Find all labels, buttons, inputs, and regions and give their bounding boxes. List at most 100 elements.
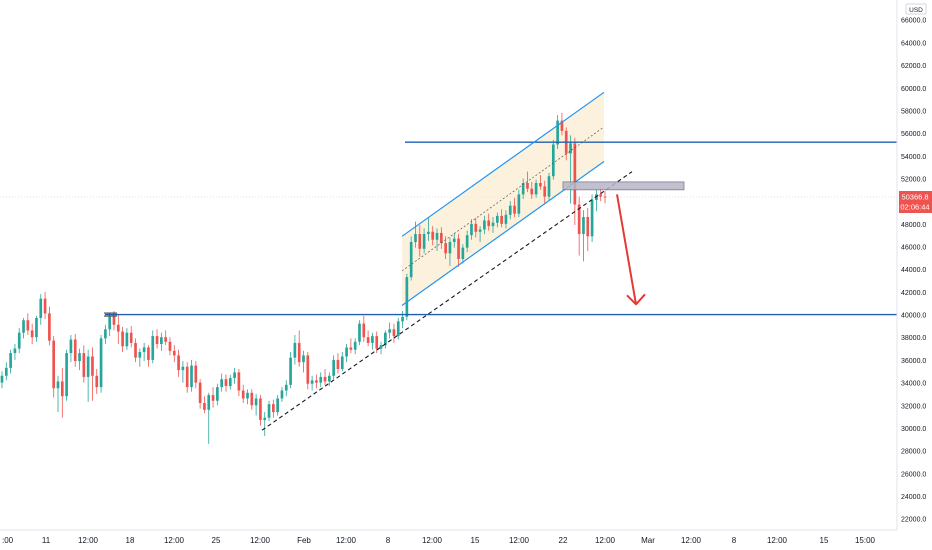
candle[interactable] <box>448 237 452 266</box>
candle[interactable] <box>392 323 396 343</box>
candle[interactable] <box>487 213 491 231</box>
candle[interactable] <box>26 313 30 335</box>
candle[interactable] <box>241 384 245 404</box>
candle[interactable] <box>168 337 172 356</box>
candle[interactable] <box>220 373 223 392</box>
candle[interactable] <box>340 351 344 372</box>
candle[interactable] <box>259 395 262 426</box>
candle[interactable] <box>539 175 542 190</box>
candle[interactable] <box>401 311 404 329</box>
candle[interactable] <box>164 330 168 346</box>
candle[interactable] <box>319 372 323 388</box>
candle[interactable] <box>302 350 305 373</box>
candle[interactable] <box>216 383 219 406</box>
candle[interactable] <box>224 374 228 392</box>
candle[interactable] <box>461 244 465 264</box>
candle[interactable] <box>483 215 486 235</box>
candle[interactable] <box>297 330 301 367</box>
candle[interactable] <box>530 181 534 199</box>
candle[interactable] <box>500 209 503 228</box>
candle[interactable] <box>582 210 585 262</box>
candle[interactable] <box>328 372 331 386</box>
candle[interactable] <box>371 332 374 350</box>
candle[interactable] <box>56 375 60 413</box>
candle[interactable] <box>142 342 146 362</box>
candle[interactable] <box>293 334 297 365</box>
candle[interactable] <box>521 178 525 199</box>
candle[interactable] <box>556 114 559 150</box>
candle[interactable] <box>233 367 236 384</box>
candle[interactable] <box>237 368 241 397</box>
candle[interactable] <box>349 338 353 354</box>
candle[interactable] <box>0 371 4 389</box>
candle[interactable] <box>427 217 430 241</box>
candle[interactable] <box>30 323 34 345</box>
candle[interactable] <box>207 392 211 444</box>
candle[interactable] <box>65 349 68 401</box>
candle[interactable] <box>95 368 99 394</box>
candle[interactable] <box>108 313 112 337</box>
candle[interactable] <box>9 349 12 374</box>
candle[interactable] <box>203 396 206 414</box>
candle[interactable] <box>409 236 413 281</box>
candle[interactable] <box>48 306 51 346</box>
candle[interactable] <box>125 328 129 350</box>
candle[interactable] <box>362 315 366 342</box>
candle[interactable] <box>431 226 435 246</box>
candle[interactable] <box>491 217 495 233</box>
candle[interactable] <box>405 273 409 321</box>
candle[interactable] <box>172 345 176 363</box>
candle[interactable] <box>52 336 56 398</box>
candle[interactable] <box>379 341 383 355</box>
candle[interactable] <box>478 226 482 242</box>
candle[interactable] <box>86 349 90 402</box>
candle[interactable] <box>345 344 348 363</box>
candle[interactable] <box>384 330 387 349</box>
candle[interactable] <box>78 348 81 371</box>
candle[interactable] <box>586 207 590 252</box>
candle[interactable] <box>526 171 529 193</box>
candle[interactable] <box>263 412 267 436</box>
candle[interactable] <box>82 345 86 383</box>
candle[interactable] <box>272 399 275 418</box>
candle[interactable] <box>310 375 314 391</box>
candle[interactable] <box>181 361 185 383</box>
candle[interactable] <box>474 218 478 238</box>
candle[interactable] <box>121 327 124 352</box>
candle[interactable] <box>452 232 456 248</box>
candle[interactable] <box>250 389 254 410</box>
candle[interactable] <box>151 330 155 364</box>
candle[interactable] <box>306 351 310 390</box>
candle[interactable] <box>4 362 8 381</box>
price-axis[interactable]: 22000.0 24000.0 26000.0 28000.0 30000.0 32000… <box>901 18 926 524</box>
projection-arrow-shaft[interactable] <box>616 194 637 305</box>
candle[interactable] <box>332 355 335 380</box>
candle[interactable] <box>517 189 521 218</box>
candle[interactable] <box>35 315 38 342</box>
candle[interactable] <box>577 196 581 256</box>
candle[interactable] <box>198 379 202 409</box>
channel-upper-line[interactable] <box>401 91 605 237</box>
candle[interactable] <box>414 221 417 248</box>
candle[interactable] <box>43 291 47 320</box>
candle[interactable] <box>396 317 400 340</box>
candle[interactable] <box>147 345 150 367</box>
candle[interactable] <box>315 374 318 389</box>
candle[interactable] <box>155 329 159 349</box>
candle[interactable] <box>560 112 564 136</box>
candle[interactable] <box>177 349 180 377</box>
candle[interactable] <box>99 334 103 393</box>
candle[interactable] <box>508 201 512 220</box>
candle[interactable] <box>160 332 163 351</box>
candle[interactable] <box>246 389 249 405</box>
candle[interactable] <box>39 294 43 325</box>
candle[interactable] <box>504 210 508 229</box>
candle[interactable] <box>104 324 107 345</box>
candle[interactable] <box>134 338 137 363</box>
dashed-trendline[interactable] <box>261 171 633 431</box>
candle[interactable] <box>465 230 469 253</box>
candle[interactable] <box>439 227 443 249</box>
candle[interactable] <box>267 400 271 422</box>
candle[interactable] <box>435 228 439 252</box>
